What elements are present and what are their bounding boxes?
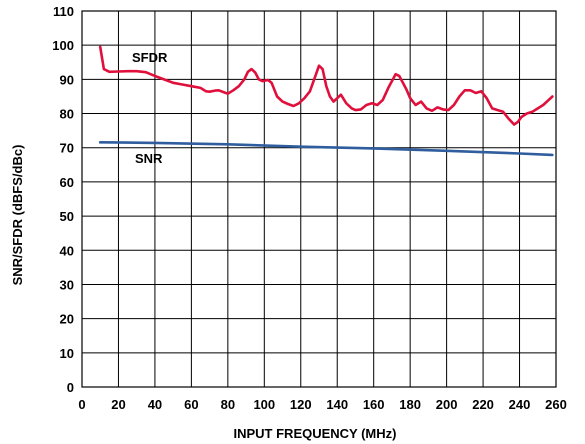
y-tick-label: 10	[60, 346, 74, 361]
x-axis-title: INPUT FREQUENCY (MHz)	[234, 426, 397, 441]
y-tick-label: 90	[60, 72, 74, 87]
y-axis-title: SNR/SFDR (dBFS/dBc)	[10, 145, 25, 286]
y-tick-label: 40	[60, 243, 74, 258]
x-tick-label: 260	[545, 397, 567, 412]
x-tick-label: 180	[399, 397, 421, 412]
x-tick-label: 240	[509, 397, 531, 412]
y-tick-label: 70	[60, 141, 74, 156]
y-tick-label: 50	[60, 209, 74, 224]
tick-labels: 0 20 40 60 80 100 120 140 160 180 200 220 240 260 0 10 2…	[52, 4, 567, 412]
plot-frame	[81, 10, 557, 388]
y-tick-label: 30	[60, 277, 74, 292]
y-tick-label: 100	[52, 38, 74, 53]
x-tick-label: 120	[290, 397, 312, 412]
x-tick-label: 100	[253, 397, 275, 412]
x-tick-label: 220	[472, 397, 494, 412]
series-label-snr: SNR	[135, 151, 163, 166]
series-line-sfdr	[98, 45, 554, 126]
y-tick-label: 20	[60, 312, 74, 327]
y-tick-label: 110	[53, 4, 74, 19]
series-line-snr	[98, 141, 554, 157]
series-label-sfdr: SFDR	[132, 50, 168, 65]
x-tick-label: 140	[326, 397, 348, 412]
x-tick-label: 80	[221, 397, 235, 412]
y-tick-label: 80	[60, 107, 74, 122]
y-tick-label: 0	[67, 380, 74, 395]
x-tick-label: 0	[78, 397, 85, 412]
x-tick-label: 20	[111, 397, 125, 412]
series-layer	[98, 45, 554, 157]
x-tick-label: 200	[436, 397, 458, 412]
x-tick-label: 160	[363, 397, 385, 412]
y-tick-label: 60	[60, 175, 74, 190]
x-tick-label: 60	[184, 397, 198, 412]
x-tick-label: 40	[148, 397, 162, 412]
